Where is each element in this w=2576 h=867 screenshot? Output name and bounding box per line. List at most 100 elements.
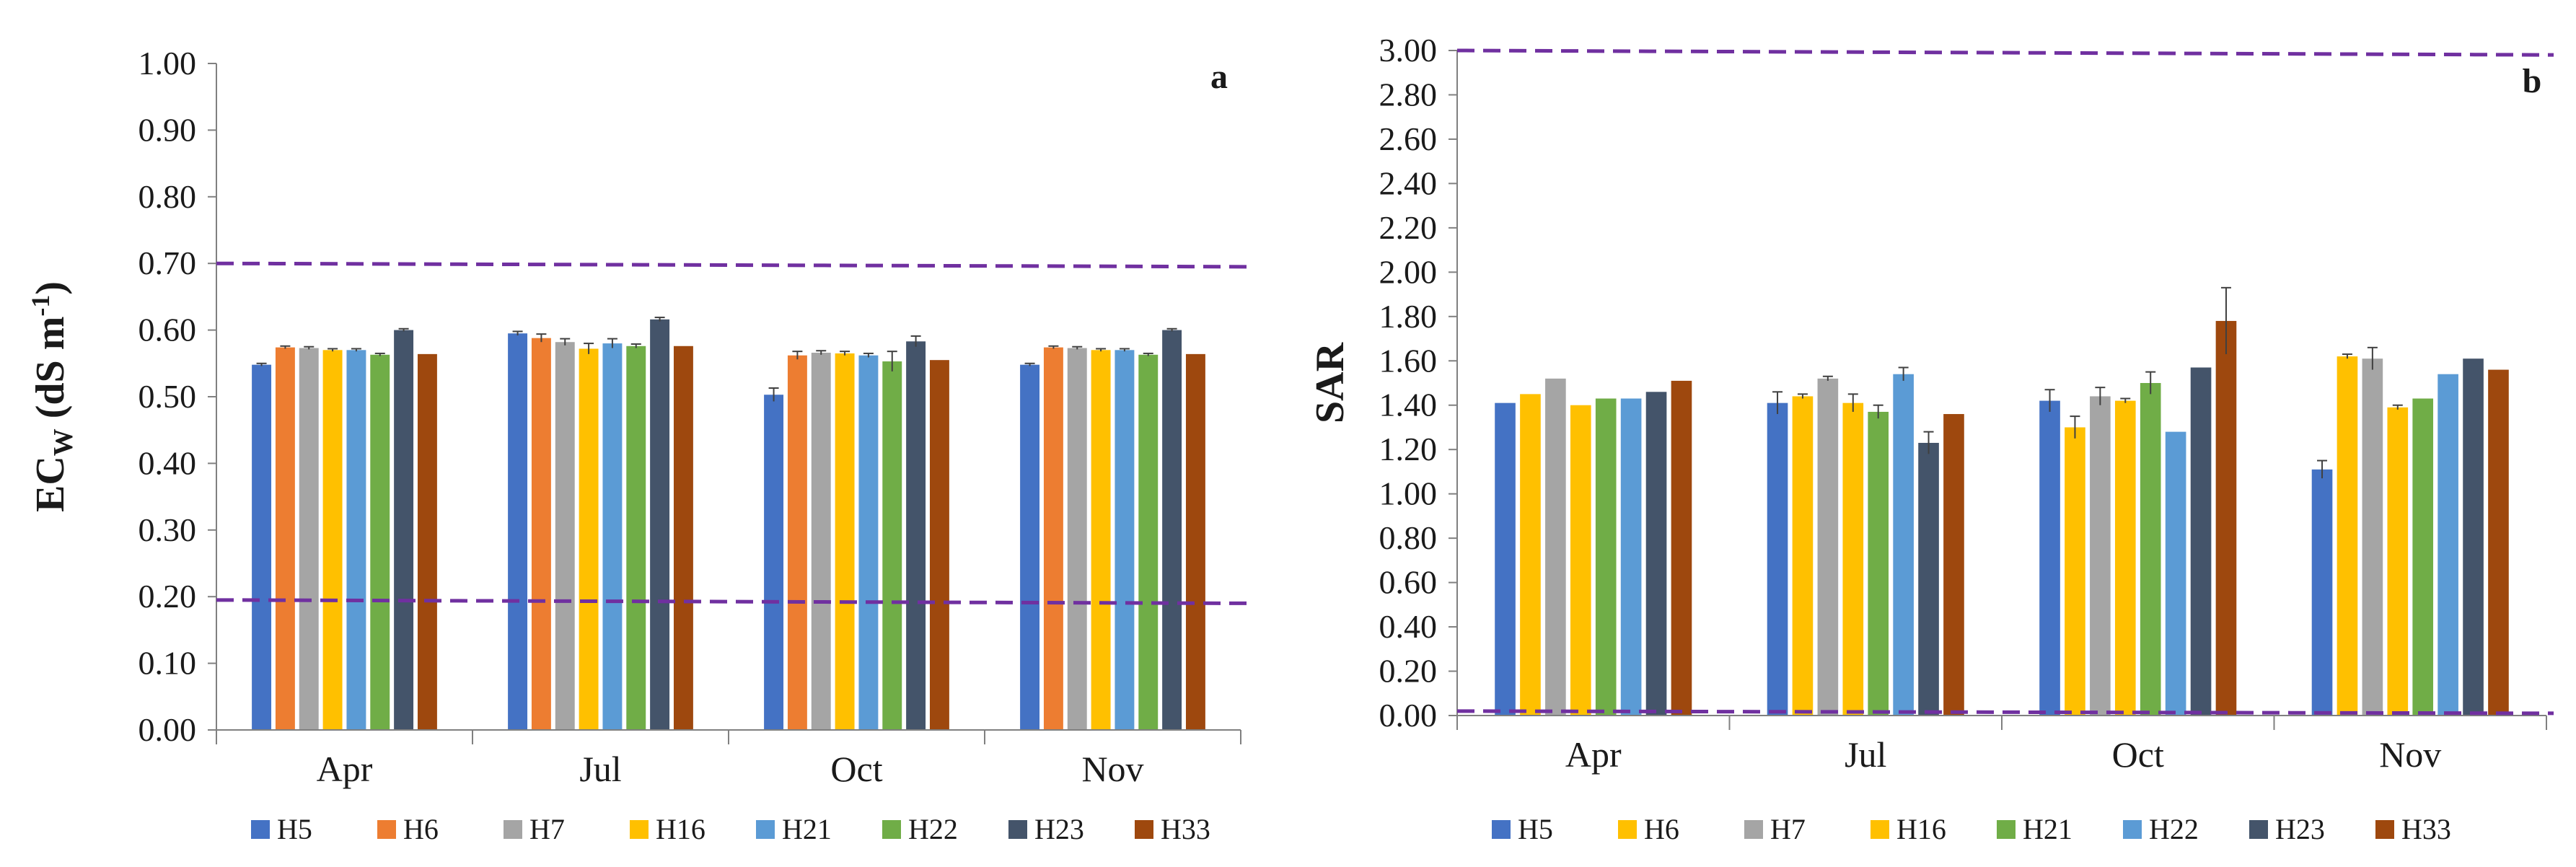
bar-a-H22-Nov	[1138, 354, 1159, 731]
bar-a-H6-Jul	[531, 338, 551, 730]
bar-b-H5-Nov	[2311, 469, 2333, 716]
y-tick-label-b-8: 1.60	[1379, 342, 1438, 379]
y-tick-label-b-3: 0.60	[1379, 564, 1438, 601]
y-tick-label-b-14: 2.80	[1379, 76, 1438, 113]
bar-a-H6-Oct	[787, 355, 807, 730]
y-tick-label-b-11: 2.20	[1379, 209, 1438, 246]
legend-label-a-H23: H23	[1034, 813, 1084, 845]
bar-a-H21-Oct	[858, 355, 879, 730]
legend-a: H5 H6 H7 H16 H21 H22 H23 H33	[251, 813, 1210, 845]
legend-swatch-a-H22	[882, 820, 901, 839]
legend-swatch-a-H21	[756, 820, 775, 839]
y-axis-label-b: SAR	[1308, 342, 1353, 423]
reference-line-a-0	[216, 261, 1249, 269]
legend-label-a-H33: H33	[1161, 813, 1210, 845]
bar-b-H7-Oct	[2090, 396, 2111, 716]
y-tick-label-b-5: 1.00	[1379, 475, 1438, 512]
bar-a-H7-Jul	[555, 342, 575, 730]
x-tick-label-b-Oct: Oct	[2112, 734, 2164, 775]
legend-label-b-H7: H7	[1770, 813, 1806, 845]
bar-b-H23-Oct	[2190, 367, 2212, 716]
bar-a-H22-Apr	[370, 354, 390, 731]
y-tick-label-a-8: 0.80	[139, 178, 197, 215]
bar-b-H23-Jul	[1918, 442, 1939, 716]
y-tick-label-b-15: 3.00	[1379, 32, 1438, 69]
panel-b: 0.00 0.20 0.40 0.60 0.80 1.00 1.20 1.40 1.60 1.80…	[1308, 32, 2554, 845]
x-tick-label-a-Nov: Nov	[1081, 749, 1143, 789]
bar-a-H33-Oct	[929, 360, 949, 730]
bar-a-H23-Nov	[1162, 330, 1182, 731]
y-tick-label-a-6: 0.60	[139, 312, 197, 348]
x-tick-label-b-Apr: Apr	[1565, 734, 1622, 775]
legend-swatch-b-H21	[1997, 820, 2015, 839]
y-tick-label-b-6: 1.20	[1379, 431, 1438, 467]
bar-a-H21-Apr	[346, 350, 366, 730]
y-tick-label-b-10: 2.00	[1379, 253, 1438, 290]
reference-line-a-1	[216, 598, 1249, 605]
y-tick-label-a-7: 0.70	[139, 245, 197, 281]
legend-swatch-b-H16	[1871, 820, 1889, 839]
bar-a-H22-Oct	[882, 361, 902, 730]
y-tick-label-a-9: 0.90	[139, 111, 197, 148]
bar-a-H23-Apr	[394, 330, 414, 731]
bar-b-H5-Jul	[1767, 402, 1788, 716]
y-tick-label-b-0: 0.00	[1379, 697, 1438, 734]
legend-swatch-b-H6	[1618, 820, 1637, 839]
legend-label-a-H16: H16	[656, 813, 705, 845]
bar-a-H22-Jul	[626, 346, 646, 730]
bar-b-H6-Oct	[2065, 427, 2085, 716]
bar-b-H22-Oct	[2165, 431, 2186, 716]
y-tick-label-b-9: 1.80	[1379, 298, 1438, 335]
bar-b-H21-Apr	[1595, 398, 1617, 716]
legend-label-b-H5: H5	[1518, 813, 1553, 845]
legend-swatch-b-H33	[2375, 820, 2394, 839]
bar-a-H7-Oct	[811, 353, 831, 730]
bar-b-H16-Nov	[2387, 407, 2409, 716]
reference-line-b-0	[1456, 48, 2554, 57]
bar-a-H5-Jul	[508, 333, 528, 731]
bar-b-H7-Jul	[1817, 378, 1839, 716]
bar-b-H21-Nov	[2412, 398, 2434, 716]
bar-b-H6-Jul	[1792, 396, 1814, 716]
bar-b-H22-Apr	[1620, 398, 1642, 716]
legend-swatch-a-H33	[1135, 820, 1153, 839]
bar-a-H23-Oct	[906, 341, 926, 731]
reference-line-b-1	[1456, 709, 2554, 716]
y-axis-label-a: ECW (dS m-1)	[26, 281, 79, 512]
bar-a-H23-Jul	[650, 319, 670, 730]
legend-label-a-H21: H21	[782, 813, 832, 845]
legend-swatch-a-H6	[377, 820, 396, 839]
bar-b-H33-Nov	[2488, 369, 2509, 716]
legend-swatch-a-H23	[1008, 820, 1027, 839]
bar-b-H21-Jul	[1868, 411, 1889, 716]
bar-b-H16-Apr	[1570, 405, 1591, 716]
bar-a-H5-Apr	[252, 364, 272, 730]
y-tick-label-a-3: 0.30	[139, 511, 197, 548]
legend-label-b-H23: H23	[2275, 813, 2325, 845]
y-tick-label-a-0: 0.00	[139, 711, 197, 748]
panel-letter-a: a	[1210, 58, 1228, 96]
x-tick-label-a-Oct: Oct	[830, 749, 882, 789]
legend-swatch-a-H16	[630, 820, 649, 839]
x-tick-label-b-Jul: Jul	[1845, 734, 1886, 775]
y-tick-label-b-1: 0.20	[1379, 653, 1438, 690]
bar-a-H5-Nov	[1020, 364, 1040, 730]
legend-label-a-H22: H22	[908, 813, 958, 845]
bar-b-H22-Jul	[1893, 374, 1914, 716]
legend-swatch-a-H7	[504, 820, 522, 839]
y-tick-label-a-10: 1.00	[139, 45, 197, 82]
bar-a-H16-Oct	[835, 353, 855, 730]
legend-label-a-H6: H6	[403, 813, 439, 845]
bar-b-H16-Oct	[2114, 400, 2136, 716]
legend-label-b-H33: H33	[2401, 813, 2451, 845]
y-tick-label-a-2: 0.20	[139, 578, 197, 615]
bar-a-H6-Nov	[1043, 347, 1063, 730]
panel-a: 0.00 0.10 0.20 0.30 0.40 0.50 0.60 0.70 0.80 0.90…	[26, 45, 1249, 845]
bar-a-H7-Nov	[1067, 348, 1087, 731]
bar-b-H7-Nov	[2362, 358, 2383, 716]
bar-b-H21-Oct	[2140, 383, 2161, 716]
bar-a-H21-Jul	[602, 343, 623, 731]
legend-swatch-a-H5	[251, 820, 270, 839]
bar-b-H23-Nov	[2463, 358, 2484, 716]
